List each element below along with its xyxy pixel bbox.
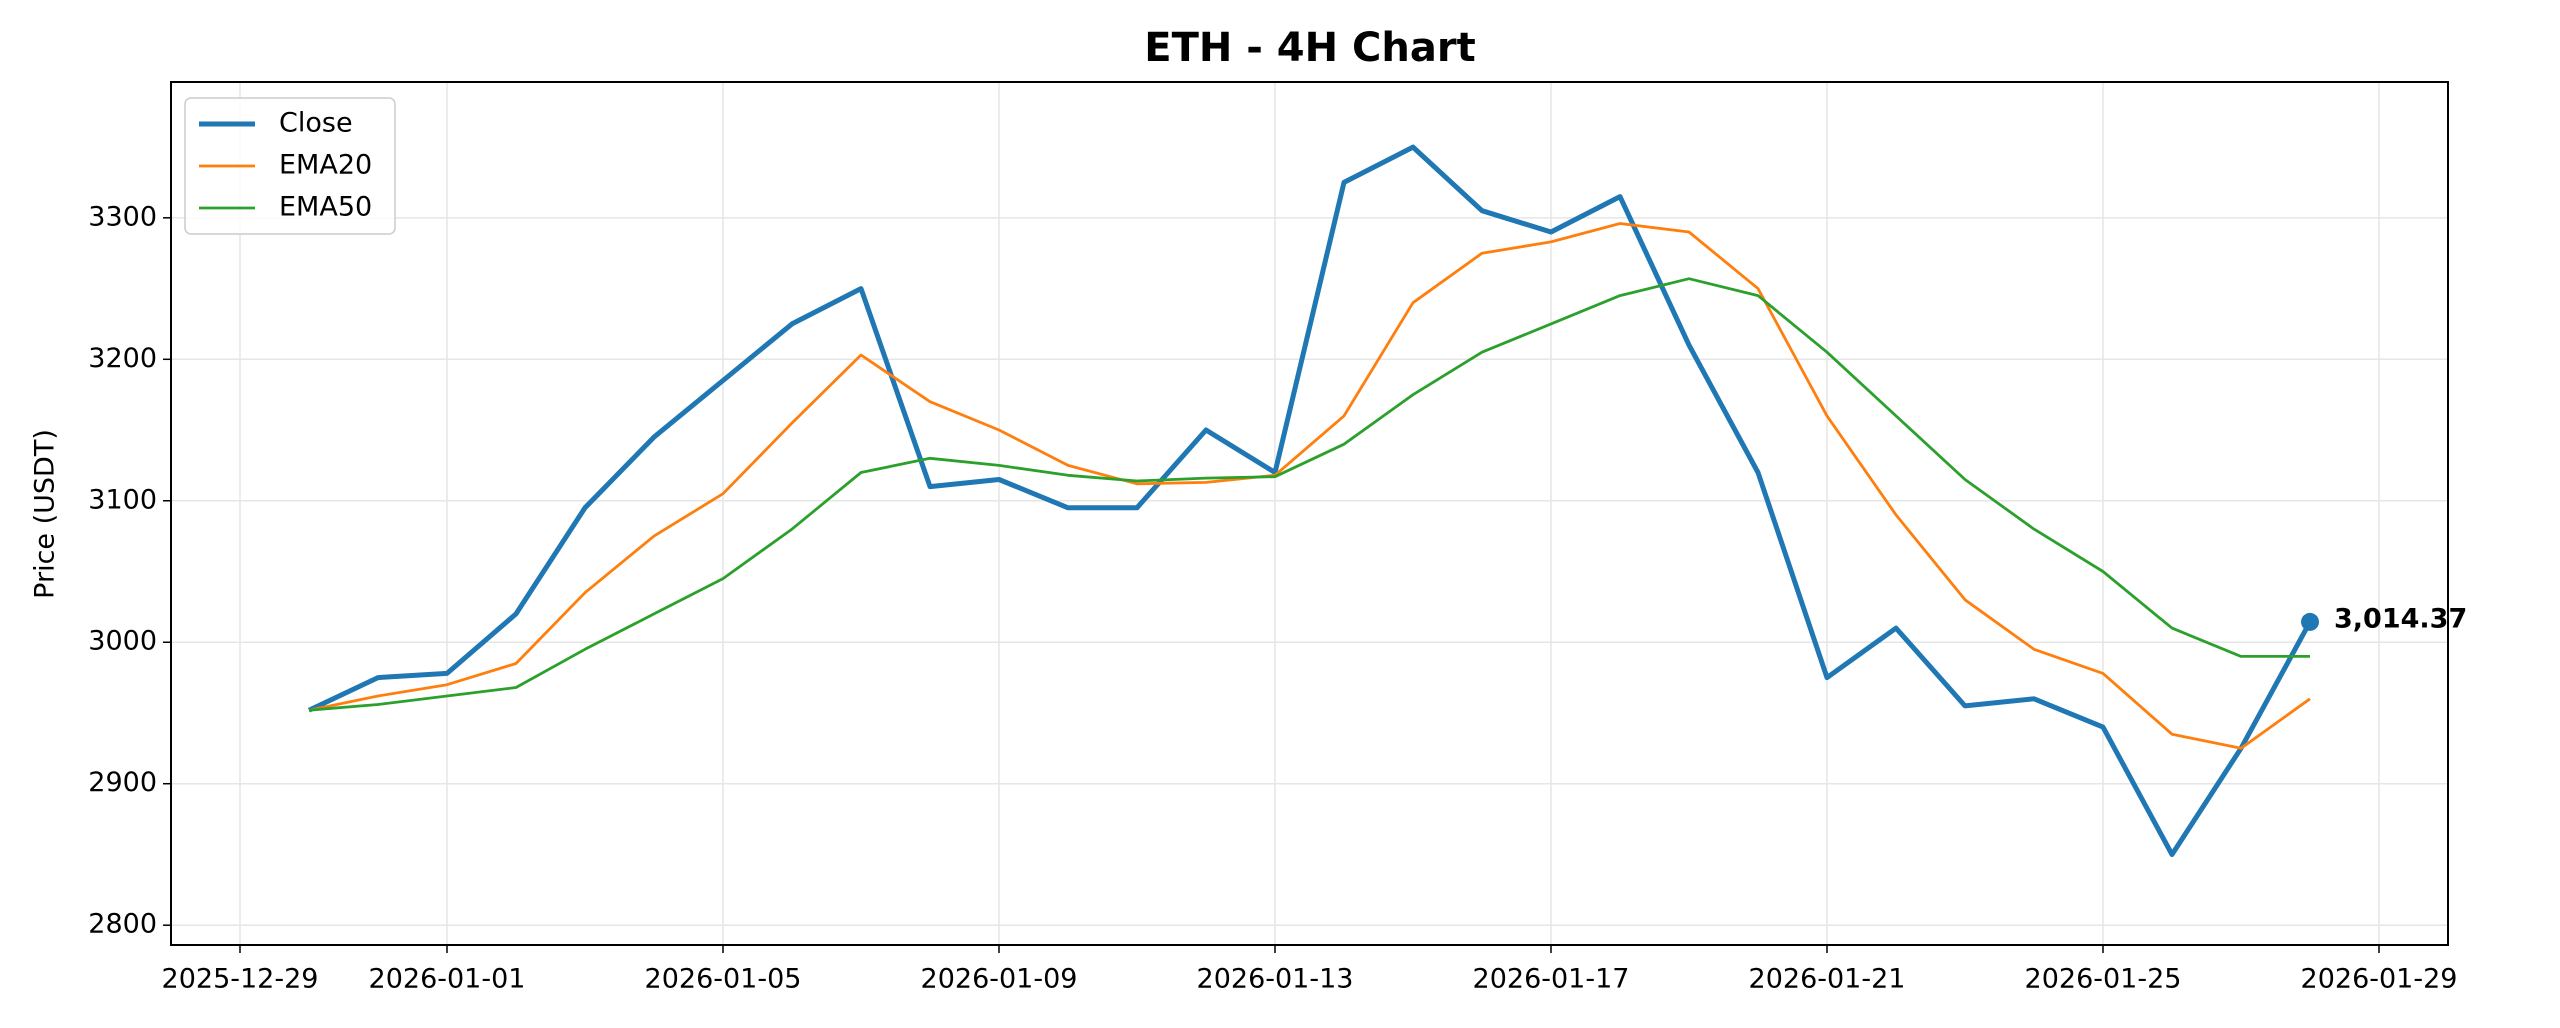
legend-label: Close	[279, 108, 353, 139]
y-axis-label: Price (USDT)	[30, 429, 61, 599]
y-tick-label: 3300	[88, 201, 157, 232]
x-tick-label: 2025-12-29	[162, 964, 319, 995]
chart-title: ETH - 4H Chart	[1144, 25, 1475, 71]
y-tick-label: 2800	[88, 909, 157, 940]
x-tick-label: 2026-01-21	[1749, 964, 1906, 995]
legend: Close EMA20 EMA50	[184, 97, 396, 235]
y-tick-label: 3100	[88, 484, 157, 515]
line-ema20	[308, 222, 2311, 750]
x-tick-label: 2026-01-13	[1197, 964, 1354, 995]
plot-frame	[170, 81, 2449, 946]
x-tick-label: 2026-01-17	[1473, 964, 1630, 995]
line-ema50	[308, 277, 2310, 712]
x-tick-label: 2026-01-25	[2025, 964, 2182, 995]
line-close	[307, 144, 2313, 857]
x-tick-label: 2026-01-09	[921, 964, 1078, 995]
legend-label: EMA20	[279, 150, 372, 181]
data-label: 3,014.37	[2334, 603, 2467, 634]
y-tick-label: 3200	[88, 343, 157, 374]
x-tick-label: 2026-01-29	[2301, 964, 2458, 995]
y-tick-label: 3000	[88, 626, 157, 657]
legend-box	[184, 97, 396, 235]
legend-label: EMA50	[279, 192, 372, 223]
last-point	[2301, 612, 2319, 631]
y-tick-label: 2900	[88, 767, 157, 798]
x-tick-label: 2026-01-01	[369, 964, 526, 995]
x-tick-label: 2026-01-05	[645, 964, 802, 995]
